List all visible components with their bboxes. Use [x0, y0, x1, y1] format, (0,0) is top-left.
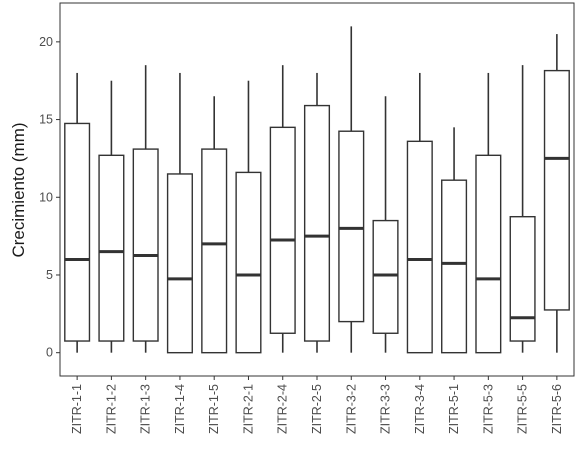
box-iqr: [475, 154, 502, 354]
x-tick-label: ZITR-1-1: [70, 384, 84, 434]
x-tick-label: ZITR-5-1: [447, 384, 461, 434]
box-zitr-1-3: [132, 65, 159, 353]
box-iqr: [64, 122, 91, 342]
x-tick-label: ZITR-2-1: [241, 384, 255, 434]
box-zitr-1-2: [98, 80, 125, 353]
y-tick-label: 10: [39, 190, 53, 204]
x-tick-label: ZITR-5-3: [481, 384, 495, 434]
box-zitr-2-1: [235, 80, 262, 354]
x-tick-label: ZITR-3-4: [413, 384, 427, 434]
box-zitr-2-5: [303, 72, 331, 353]
y-tick-label: 5: [46, 268, 53, 282]
y-tick-label: 0: [46, 346, 53, 360]
x-tick-label: ZITR-5-6: [550, 384, 564, 434]
y-tick-label: 20: [39, 35, 53, 49]
x-tick-label: ZITR-1-3: [139, 384, 153, 434]
box-zitr-3-3: [372, 96, 399, 353]
x-axis-ticks: ZITR-1-1 ZITR-1-2 ZITR-1-3 ZITR-1-4 ZITR-1-5…: [70, 376, 564, 434]
y-axis-title: Crecimiento (mm): [9, 122, 28, 257]
box-iqr: [269, 126, 296, 334]
box-iqr: [303, 104, 331, 342]
box-zitr-5-3: [475, 72, 502, 354]
box-iqr: [166, 173, 193, 354]
y-tick-label: 15: [39, 113, 53, 127]
box-zitr-5-1: [441, 127, 468, 354]
box-iqr: [543, 69, 570, 311]
x-tick-label: ZITR-1-4: [173, 384, 187, 434]
x-tick-label: ZITR-5-5: [516, 384, 530, 434]
box-iqr: [98, 154, 125, 342]
box-zitr-1-5: [201, 96, 228, 354]
box-iqr: [235, 171, 262, 354]
x-tick-label: ZITR-1-2: [104, 384, 118, 434]
x-tick-label: ZITR-1-5: [207, 384, 221, 434]
box-zitr-5-5: [509, 65, 536, 353]
box-iqr: [406, 140, 433, 354]
box-iqr: [201, 148, 228, 354]
box-iqr: [509, 215, 536, 342]
box-zitr-1-1: [64, 72, 91, 353]
box-zitr-1-4: [166, 72, 193, 354]
box-iqr: [338, 130, 365, 323]
box-iqr: [132, 148, 159, 342]
box-zitr-3-2: [338, 26, 365, 353]
x-tick-label: ZITR-3-3: [379, 384, 393, 434]
box-zitr-5-6: [543, 34, 570, 353]
x-tick-label: ZITR-3-2: [344, 384, 358, 434]
box-iqr: [372, 219, 399, 334]
box-iqr: [441, 179, 468, 354]
box-zitr-3-4: [406, 72, 433, 354]
box-zitr-2-4: [269, 65, 296, 353]
x-tick-label: ZITR-2-5: [310, 384, 324, 434]
x-tick-label: ZITR-2-4: [276, 384, 290, 434]
y-axis-ticks: 0 5 10 15 20: [39, 35, 60, 360]
boxes-layer: [64, 26, 570, 354]
